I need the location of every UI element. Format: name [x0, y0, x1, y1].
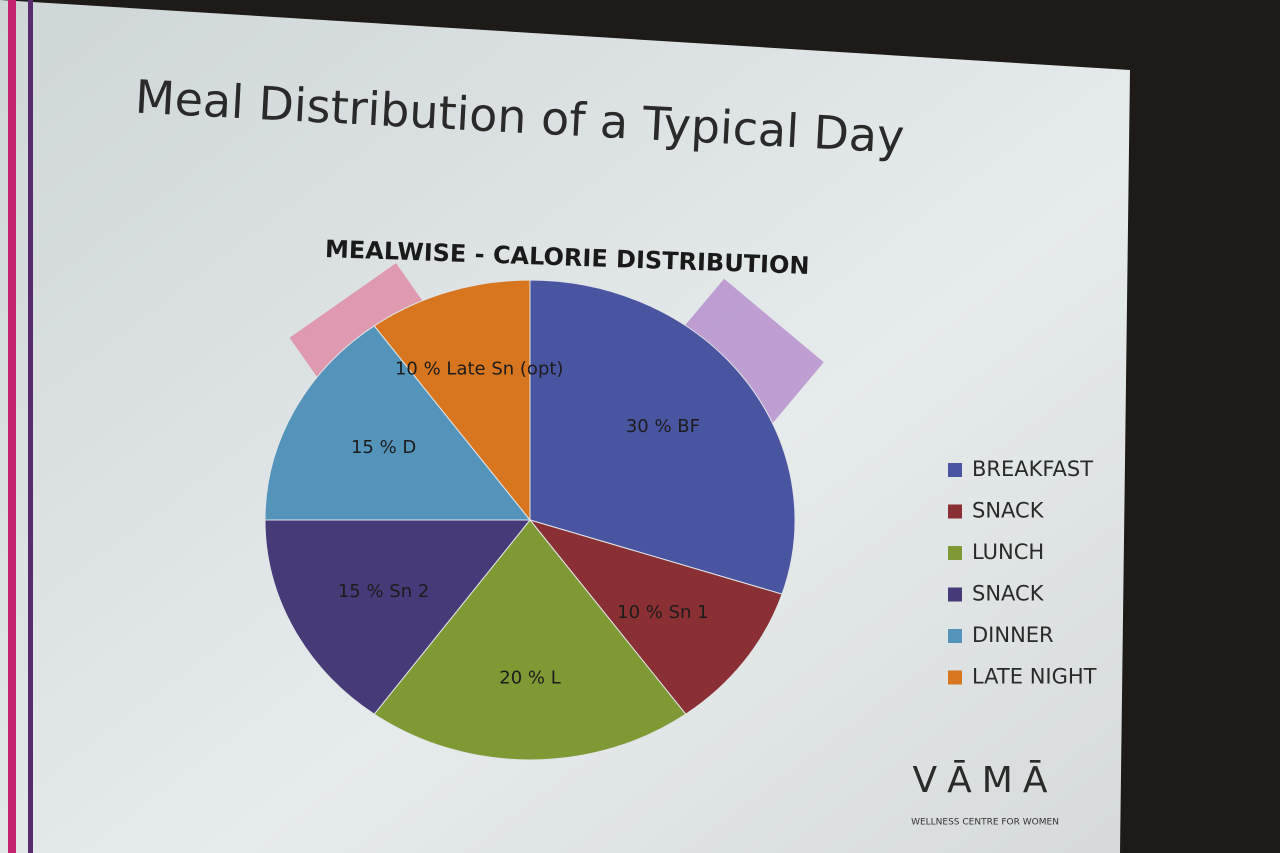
- data-label: 20 % L: [499, 667, 560, 688]
- legend-label: DINNER: [972, 623, 1054, 647]
- legend-label: SNACK: [972, 582, 1045, 606]
- legend-label: LATE NIGHT: [972, 665, 1097, 689]
- pie-slice: [373, 279, 531, 522]
- decoration: [289, 263, 431, 387]
- data-label: 10 % Late Sn (opt): [395, 358, 563, 379]
- pie-slice: [528, 519, 783, 715]
- stripe: [8, 0, 16, 853]
- stripe: [28, 0, 33, 853]
- pie-slice: [529, 279, 796, 595]
- legend-label: LUNCH: [972, 540, 1044, 564]
- pie-slice: [264, 325, 532, 521]
- pie-slice: [373, 519, 687, 761]
- legend-label: BREAKFAST: [972, 457, 1093, 481]
- pie-slice: [264, 519, 532, 715]
- legend-swatch: [948, 670, 962, 685]
- legend-label: SNACK: [972, 499, 1045, 523]
- decoration: [666, 278, 824, 432]
- legend-swatch: [948, 629, 962, 643]
- legend-swatch: [948, 546, 962, 560]
- pie: 30 % BF 10 % Sn 1 20 % L 15 % Sn 2 15 % D 10 …: [264, 279, 796, 761]
- legend-swatch: [948, 587, 962, 602]
- legend-swatch: [948, 504, 962, 519]
- logo-brand: VĀMĀ: [913, 760, 1058, 801]
- data-label: 15 % D: [351, 437, 416, 458]
- logo-tagline: WELLNESS CENTRE FOR WOMEN: [911, 818, 1059, 828]
- legend-swatch: [948, 463, 962, 477]
- data-label: 30 % BF: [626, 416, 700, 437]
- data-label: 15 % Sn 2: [338, 581, 429, 602]
- legend: BREAKFAST SNACK LUNCH SNACK DINNER LATE NIGHT: [948, 457, 1097, 689]
- data-label: 10 % Sn 1: [617, 602, 708, 623]
